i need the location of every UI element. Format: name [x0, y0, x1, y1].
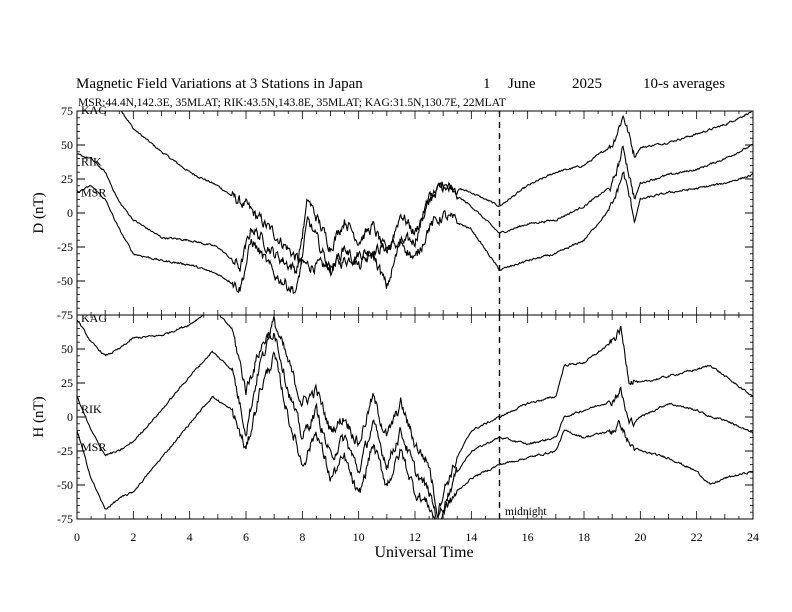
series-line-msr	[77, 171, 753, 295]
y-tick-label: -25	[57, 444, 73, 458]
panel-d-frame	[76, 110, 754, 316]
series-line-rik	[77, 143, 753, 275]
y-tick-label: -50	[57, 274, 73, 288]
x-tick-label: 18	[578, 530, 590, 544]
series-label-kag: KAG	[81, 103, 107, 117]
y-tick-label: 50	[61, 138, 73, 152]
panel-h-frame	[76, 314, 754, 520]
panel-h-series: KAG RIK MSR	[77, 311, 753, 519]
y-tick-label: -75	[57, 308, 73, 322]
x-tick-label: 22	[691, 530, 703, 544]
y-tick-label: 50	[61, 342, 73, 356]
panel-h: -75 -50 -25 0 25 50 KAG RIK MSR H (nT) midnight	[31, 311, 754, 526]
date-day: 1	[483, 76, 491, 92]
panel-d-ylabel: D (nT)	[31, 192, 47, 233]
y-tick-label: -25	[57, 240, 73, 254]
y-tick-label: 25	[61, 376, 73, 390]
stations-line: MSR:44.4N,142.3E, 35MLAT; RIK:43.5N,143.…	[78, 97, 506, 109]
panel-d-series: KAG RIK MSR	[77, 103, 753, 315]
x-tick-label: 20	[634, 530, 646, 544]
panel-h-ylabel: H (nT)	[31, 396, 47, 437]
series-line-msr	[77, 351, 753, 519]
series-label-rik: RIK	[81, 155, 102, 169]
x-tick-label: 12	[409, 530, 421, 544]
series-label-msr: MSR	[81, 186, 106, 200]
series-line-kag	[77, 315, 753, 518]
panel-d-ticks: -75 -50 -25 0 25 50 75	[57, 104, 754, 322]
chart-title: Magnetic Field Variations at 3 Stations …	[76, 76, 363, 92]
series-label-kag: KAG	[81, 311, 107, 325]
x-tick-label: 14	[465, 530, 477, 544]
y-tick-label: 25	[61, 172, 73, 186]
x-tick-label: 10	[353, 530, 365, 544]
x-tick-label: 16	[522, 530, 534, 544]
midnight-label: midnight	[505, 506, 547, 518]
date-month: June	[508, 76, 536, 92]
series-line-rik	[77, 332, 753, 519]
x-tick-label: 8	[299, 530, 305, 544]
series-label-rik: RIK	[81, 402, 102, 416]
x-tick-label: 0	[74, 530, 80, 544]
y-tick-label: -75	[57, 512, 73, 526]
averaging-label: 10-s averages	[643, 76, 725, 92]
y-tick-label: 75	[61, 104, 73, 118]
series-label-msr: MSR	[81, 440, 106, 454]
panel-h-ticks: -75 -50 -25 0 25 50	[57, 314, 754, 526]
y-tick-label: 0	[67, 206, 73, 220]
panel-d: -75 -50 -25 0 25 50 75 KAG RIK MSR D (nT)	[31, 103, 754, 322]
x-tick-label: 2	[130, 530, 136, 544]
x-tick-label: 24	[747, 530, 759, 544]
y-tick-label: 0	[67, 410, 73, 424]
x-axis: 0 2 4 6 8 10 12 14 16 18 20 22 24	[74, 530, 759, 544]
y-tick-label: -50	[57, 478, 73, 492]
x-tick-label: 6	[243, 530, 249, 544]
x-axis-label: Universal Time	[374, 544, 473, 561]
x-tick-label: 4	[187, 530, 193, 544]
date-year: 2025	[572, 76, 602, 92]
series-line-kag	[120, 111, 753, 276]
